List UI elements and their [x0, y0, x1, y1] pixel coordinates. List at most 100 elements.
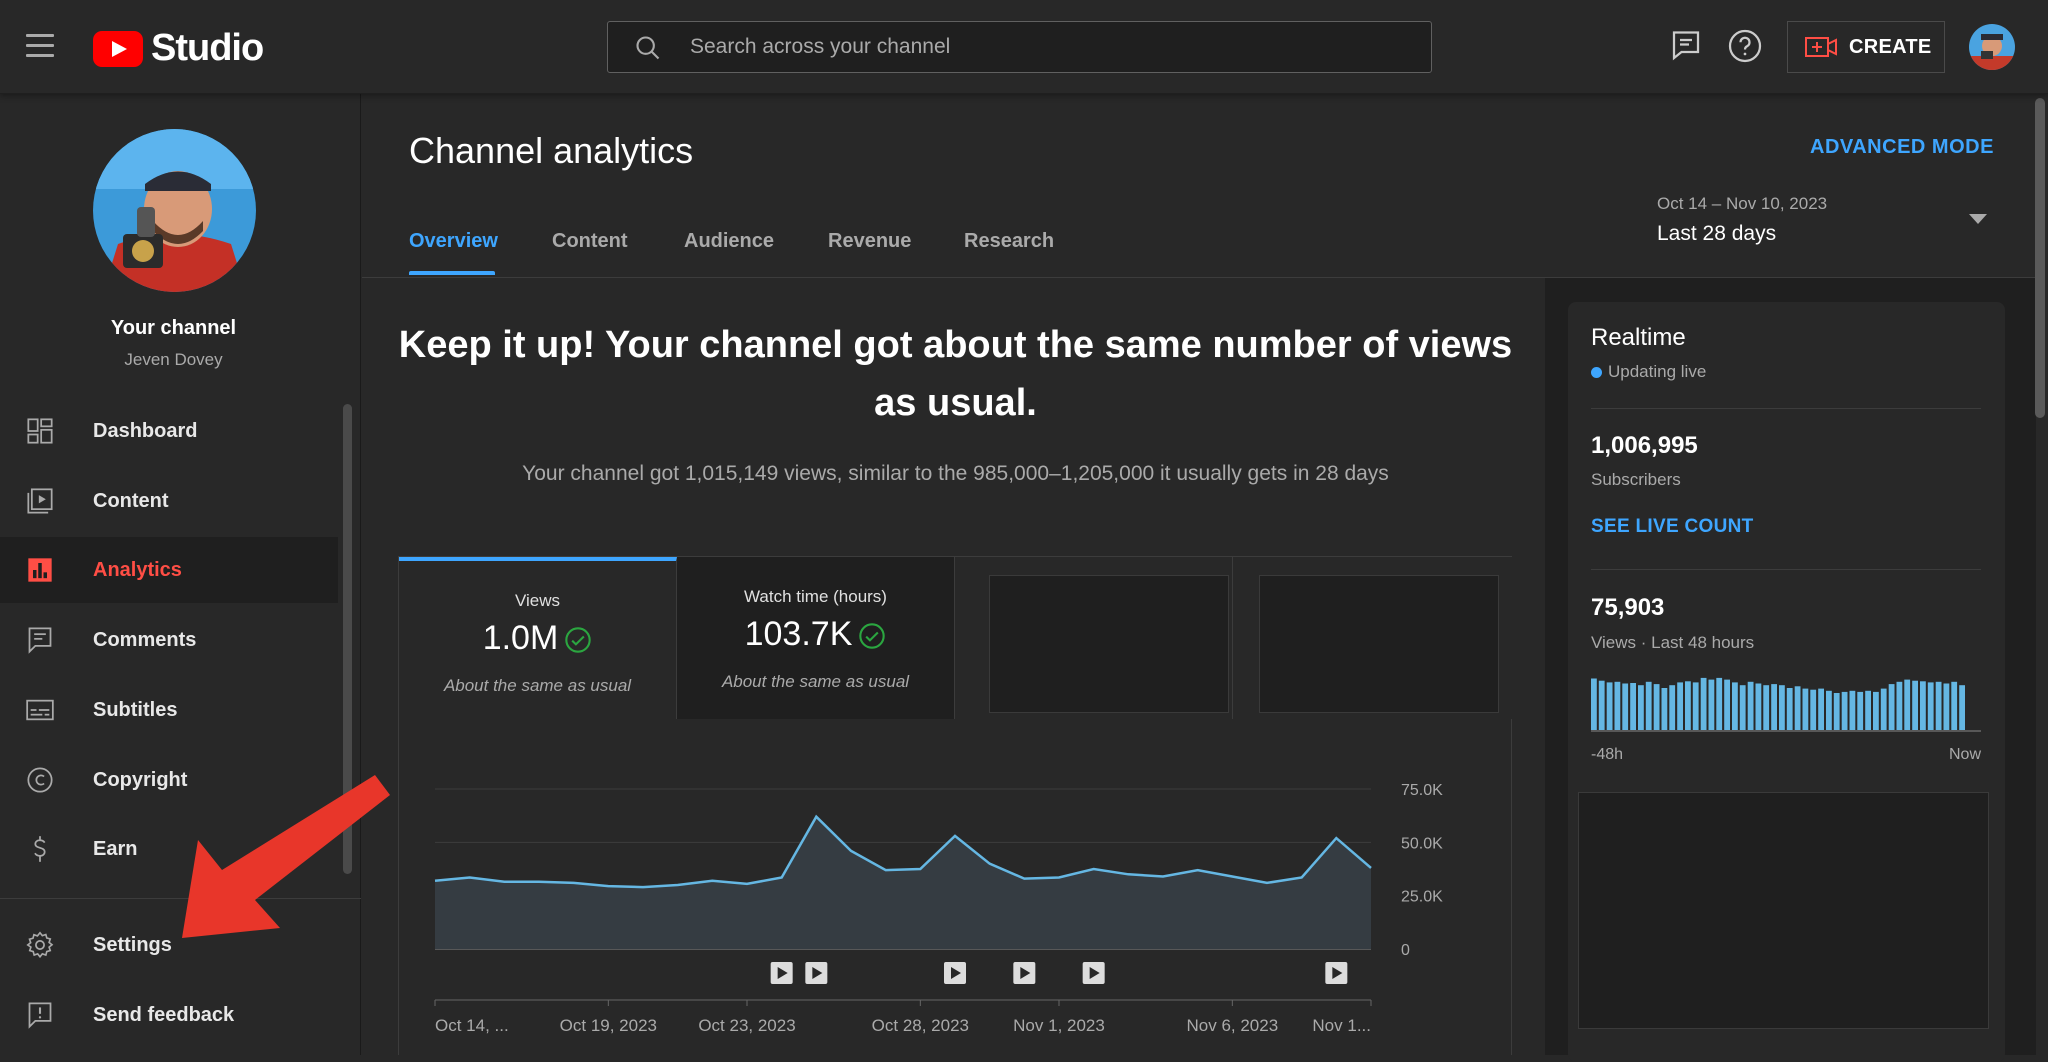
realtime-bar [1622, 683, 1629, 730]
youtube-studio-logo[interactable]: Studio [93, 27, 264, 70]
video-published-marker[interactable] [1325, 962, 1348, 984]
tab-content[interactable]: Content [552, 230, 628, 252]
tab-audience[interactable]: Audience [684, 230, 775, 252]
video-published-marker[interactable] [805, 962, 828, 984]
views-area-fill [435, 816, 1371, 949]
metric-value-text: 103.7K [744, 615, 853, 653]
realtime-bar [1771, 684, 1777, 730]
channel-title: Your channel [110, 317, 237, 339]
channel-avatar[interactable] [93, 129, 256, 292]
realtime-bar [1739, 685, 1746, 730]
sidebar-item-label: Send feedback [93, 1003, 235, 1026]
realtime-bar [1826, 690, 1832, 730]
sidebar-item-analytics[interactable]: Analytics [0, 537, 338, 603]
realtime-bar-chart [1591, 677, 1981, 732]
realtime-status: Updating live [1591, 362, 1706, 382]
realtime-bar [1880, 688, 1887, 730]
realtime-bar [1591, 678, 1597, 730]
video-published-marker[interactable] [770, 962, 793, 984]
realtime-bar [1873, 691, 1879, 730]
realtime-bar [1700, 677, 1707, 730]
video-published-marker[interactable] [1013, 962, 1036, 984]
realtime-bar [1661, 688, 1668, 730]
realtime-bar [1732, 682, 1738, 730]
video-published-marker[interactable] [944, 962, 966, 984]
messages-icon[interactable] [1668, 28, 1704, 64]
realtime-bar [1645, 681, 1652, 730]
hamburger-menu-icon[interactable] [26, 34, 54, 58]
x-tick-label: Oct 28, 2023 [872, 1016, 969, 1035]
sidebar-item-content[interactable]: Content [0, 468, 338, 534]
main-scrollbar[interactable] [2035, 98, 2045, 418]
see-live-count-link[interactable]: SEE LIVE COUNT [1591, 516, 1754, 537]
help-icon[interactable] [1727, 28, 1763, 64]
realtime-bar [1763, 685, 1770, 730]
check-circle-icon [859, 623, 886, 649]
realtime-bar [1794, 686, 1801, 730]
realtime-bar [1685, 681, 1691, 730]
account-avatar[interactable] [1969, 24, 2015, 70]
comments-icon [28, 627, 52, 654]
loading-placeholder [1259, 575, 1499, 713]
sidebar-item-subtitles[interactable]: Subtitles [0, 677, 338, 743]
create-button[interactable]: CREATE [1787, 21, 1945, 73]
caret-down-icon [1969, 214, 1987, 224]
realtime-bar [1638, 685, 1644, 730]
date-range-picker[interactable]: Oct 14 – Nov 10, 2023 Last 28 days [1657, 194, 1987, 258]
realtime-bar [1779, 685, 1785, 730]
metric-tab-views[interactable]: Views 1.0M About the same as usual [399, 557, 677, 719]
channel-name: Jeven Dovey [124, 350, 223, 369]
tab-overview[interactable]: Overview [409, 230, 498, 252]
realtime-bar [1959, 685, 1965, 730]
metrics-card: Views 1.0M About the same as usual Watch… [398, 556, 1513, 1055]
search-icon [636, 36, 660, 60]
search-input[interactable] [690, 22, 1390, 72]
top-app-bar: Studio CREATE [0, 0, 2048, 94]
metric-tab-watch-time[interactable]: Watch time (hours) 103.7K About the same… [677, 557, 955, 719]
realtime-bar [1896, 681, 1903, 730]
divider [1591, 569, 1981, 570]
sidebar-item-comments[interactable]: Comments [0, 607, 338, 673]
check-circle-icon [565, 627, 592, 653]
sidebar-divider [0, 898, 361, 899]
realtime-bar [1927, 682, 1934, 730]
realtime-bar [1935, 681, 1942, 730]
sidebar-item-settings[interactable]: Settings [0, 912, 338, 978]
tab-revenue[interactable]: Revenue [828, 230, 912, 252]
advanced-mode-button[interactable]: ADVANCED MODE [1810, 136, 1994, 158]
y-tick-label: 0 [1401, 942, 1410, 959]
metric-value-text: 1.0M [482, 619, 559, 657]
overview-subline: Your channel got 1,015,149 views, simila… [522, 462, 1389, 485]
sidebar-item-earn[interactable]: Earn [0, 816, 338, 882]
realtime-bar [1904, 679, 1911, 730]
tab-research[interactable]: Research [964, 230, 1055, 252]
earn-icon [34, 836, 46, 862]
metric-value: 103.7K [677, 615, 954, 654]
sidebar-item-copyright[interactable]: Copyright [0, 747, 338, 813]
subscriber-label: Subscribers [1591, 470, 1681, 489]
logo-text: Studio [151, 27, 264, 69]
gear-icon [26, 931, 54, 959]
sidebar-scrollbar[interactable] [343, 404, 352, 874]
right-panel: Realtime Updating live 1,006,995 Subscri… [1545, 278, 2036, 1062]
youtube-logo-icon [93, 30, 143, 67]
realtime-views-count: 75,903 [1591, 594, 1665, 621]
subscriber-count: 1,006,995 [1591, 432, 1698, 459]
create-button-label: CREATE [1849, 35, 1932, 58]
realtime-status-text: Updating live [1608, 362, 1707, 381]
realtime-bar [1653, 684, 1660, 730]
video-published-marker[interactable] [1082, 962, 1105, 984]
overview-panel: Keep it up! Your channel got about the s… [362, 278, 1545, 1055]
sidebar-item-dashboard[interactable]: Dashboard [0, 398, 338, 464]
x-tick-label: Oct 19, 2023 [560, 1016, 657, 1035]
views-series-line [434, 814, 1372, 889]
x-tick-label: Nov 1... [1312, 1016, 1371, 1035]
loading-placeholder [989, 575, 1229, 713]
sidebar-item-send-feedback[interactable]: Send feedback [0, 982, 338, 1048]
sidebar-item-label: Analytics [93, 558, 182, 581]
search-box[interactable] [607, 21, 1432, 73]
realtime-card: Realtime Updating live 1,006,995 Subscri… [1568, 302, 2005, 1062]
realtime-bar [1708, 679, 1715, 730]
sidebar-item-label: Earn [93, 837, 138, 860]
realtime-bar [1716, 677, 1723, 730]
